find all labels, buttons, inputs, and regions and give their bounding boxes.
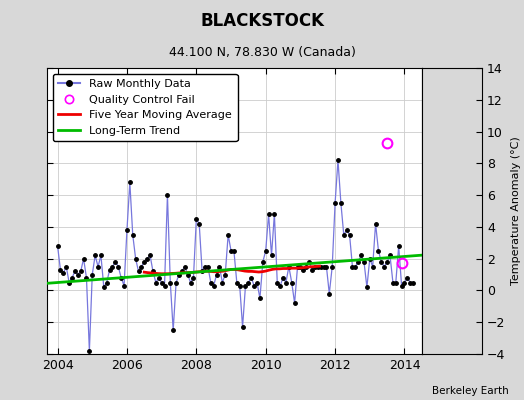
Legend: Raw Monthly Data, Quality Control Fail, Five Year Moving Average, Long-Term Tren: Raw Monthly Data, Quality Control Fail, … (53, 74, 238, 141)
Text: Berkeley Earth: Berkeley Earth (432, 386, 508, 396)
Text: 44.100 N, 78.830 W (Canada): 44.100 N, 78.830 W (Canada) (169, 46, 355, 59)
Text: BLACKSTOCK: BLACKSTOCK (200, 12, 324, 30)
Y-axis label: Temperature Anomaly (°C): Temperature Anomaly (°C) (511, 137, 521, 285)
